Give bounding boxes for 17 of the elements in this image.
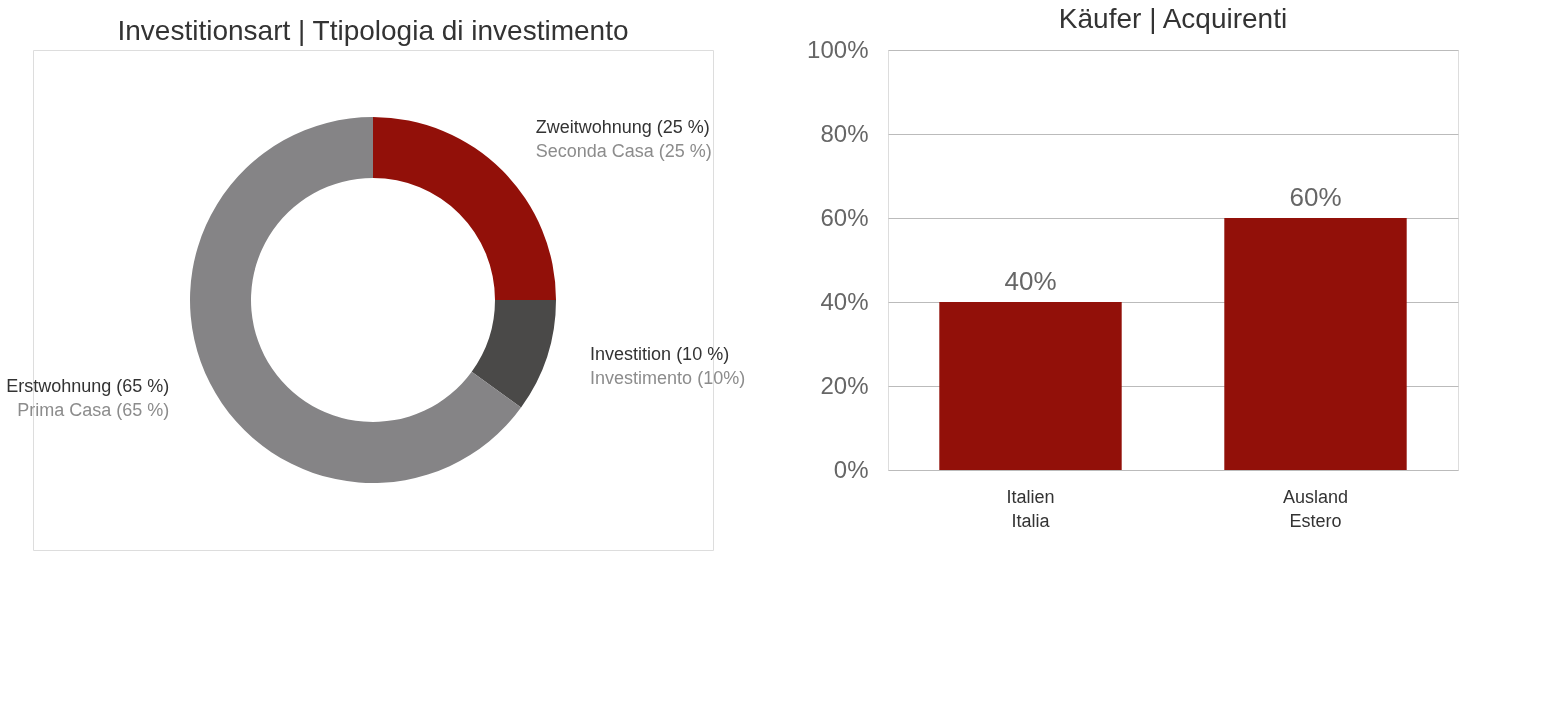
slice-label: Erstwohnung (65 %) Prima Casa (65 %) [6, 376, 170, 421]
y-tick-label: 80% [820, 119, 869, 147]
y-tick-label: 40% [820, 287, 869, 315]
donut-slice [471, 300, 556, 408]
y-tick-label: 60% [820, 203, 869, 231]
data-label: 40% [1004, 266, 1057, 296]
donut-slice [190, 117, 522, 483]
category-label: Zweitwohnung (25 %) Seconda Casa (25 %) [535, 117, 712, 162]
y-tick-label: 0% [833, 455, 869, 483]
chart-title: Käufer | Acquirenti [1058, 3, 1288, 34]
y-tick-label: 20% [820, 371, 869, 399]
x-tick-label: Italien Italia [1006, 486, 1055, 531]
category-label: Investition (10 %) Investimento (10%) [590, 343, 746, 388]
chart-title: Investitionsart | Ttipologia di investimento [117, 15, 629, 46]
data-label: 60% [1289, 182, 1342, 212]
y-tick-label: 100% [807, 35, 869, 63]
x-tick-label: Ausland Estero [1282, 486, 1349, 531]
